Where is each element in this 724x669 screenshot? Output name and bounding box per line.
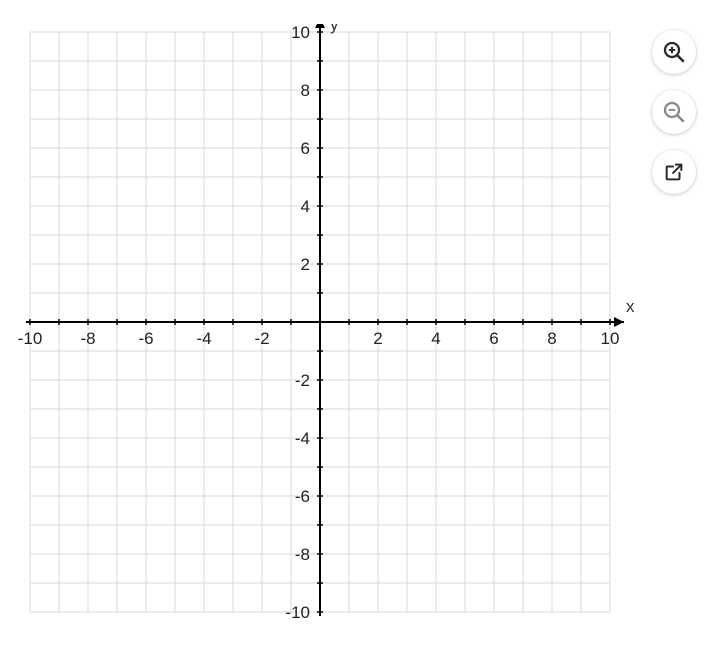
- zoom-out-button[interactable]: [652, 90, 696, 134]
- open-external-button[interactable]: [652, 150, 696, 194]
- chart-svg: -10 -8 -6 -4 -2 2 4 6 8 10 -10 -8 -6 -4 -2 2 4 6 8 10 x y: [14, 24, 634, 664]
- svg-text:-10: -10: [18, 329, 43, 348]
- svg-text:4: 4: [431, 329, 440, 348]
- svg-text:10: 10: [291, 24, 310, 42]
- svg-text:2: 2: [373, 329, 382, 348]
- zoom-in-icon: [662, 40, 686, 64]
- zoom-out-icon: [662, 100, 686, 124]
- svg-text:-10: -10: [285, 603, 310, 622]
- svg-text:-2: -2: [254, 329, 269, 348]
- svg-text:-8: -8: [295, 545, 310, 564]
- open-external-icon: [663, 161, 685, 183]
- svg-text:8: 8: [547, 329, 556, 348]
- zoom-in-button[interactable]: [652, 30, 696, 74]
- coordinate-grid: -10 -8 -6 -4 -2 2 4 6 8 10 -10 -8 -6 -4 -2 2 4 6 8 10 x y: [14, 24, 634, 669]
- svg-text:-8: -8: [80, 329, 95, 348]
- svg-text:-4: -4: [295, 429, 310, 448]
- svg-text:-6: -6: [295, 487, 310, 506]
- svg-text:8: 8: [301, 81, 310, 100]
- svg-text:y: y: [330, 24, 339, 34]
- chart-controls: [652, 30, 696, 194]
- svg-text:-6: -6: [138, 329, 153, 348]
- svg-text:10: 10: [601, 329, 620, 348]
- svg-text:4: 4: [301, 197, 310, 216]
- svg-text:2: 2: [301, 255, 310, 274]
- svg-text:6: 6: [489, 329, 498, 348]
- svg-text:6: 6: [301, 139, 310, 158]
- svg-text:x: x: [626, 297, 634, 316]
- svg-text:-2: -2: [295, 371, 310, 390]
- svg-text:-4: -4: [196, 329, 211, 348]
